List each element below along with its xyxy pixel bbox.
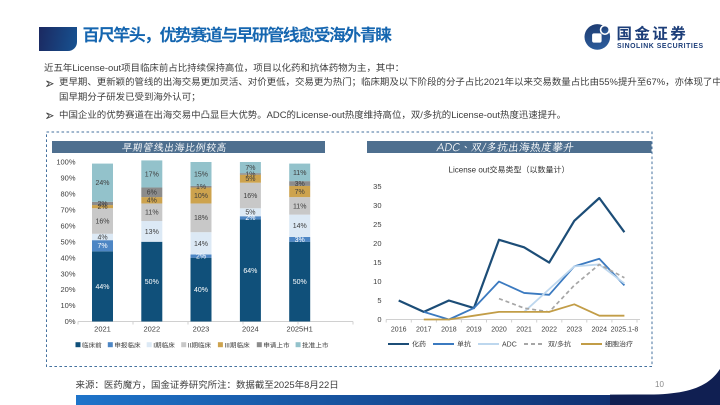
svg-text:5%: 5%	[245, 210, 255, 217]
svg-text:7%: 7%	[295, 189, 305, 196]
svg-text:30%: 30%	[60, 269, 75, 278]
svg-text:100%: 100%	[56, 158, 76, 167]
svg-text:1%: 1%	[245, 171, 255, 178]
svg-text:License out交易类型（以数量计）: License out交易类型（以数量计）	[449, 166, 570, 175]
svg-text:2022: 2022	[143, 325, 160, 334]
svg-text:2018: 2018	[441, 327, 457, 334]
svg-text:15%: 15%	[194, 171, 208, 178]
svg-text:5%: 5%	[245, 176, 255, 183]
svg-text:2017: 2017	[416, 327, 432, 334]
svg-text:临床前: 临床前	[82, 341, 102, 349]
svg-text:18%: 18%	[194, 215, 208, 222]
svg-text:50%: 50%	[145, 279, 159, 286]
svg-text:II期临床: II期临床	[188, 341, 212, 349]
svg-text:11%: 11%	[145, 210, 159, 217]
svg-text:3%: 3%	[295, 237, 305, 244]
svg-text:35: 35	[373, 182, 381, 191]
svg-text:2%: 2%	[97, 201, 107, 208]
svg-text:1%: 1%	[196, 184, 206, 191]
svg-text:13%: 13%	[145, 229, 159, 236]
svg-text:2019: 2019	[466, 327, 482, 334]
svg-text:2%: 2%	[97, 204, 107, 211]
svg-text:0: 0	[377, 315, 381, 324]
svg-text:早期管线出海比例较高: 早期管线出海比例较高	[121, 141, 228, 155]
svg-text:30: 30	[373, 201, 381, 210]
svg-text:10%: 10%	[194, 193, 208, 200]
svg-text:0%: 0%	[65, 317, 76, 326]
svg-text:2023: 2023	[567, 327, 583, 334]
svg-text:20%: 20%	[60, 285, 75, 294]
svg-text:化药: 化药	[412, 341, 426, 349]
svg-text:60%: 60%	[60, 221, 75, 230]
svg-text:16%: 16%	[95, 218, 109, 225]
svg-text:50%: 50%	[293, 279, 307, 286]
svg-text:70%: 70%	[60, 205, 75, 214]
svg-text:2022: 2022	[541, 327, 557, 334]
svg-text:3%: 3%	[295, 181, 305, 188]
svg-text:6%: 6%	[147, 190, 157, 197]
svg-text:80%: 80%	[60, 190, 75, 199]
svg-text:ADC: ADC	[502, 342, 517, 349]
svg-text:2021: 2021	[516, 327, 532, 334]
svg-text:10%: 10%	[60, 301, 75, 310]
svg-text:11%: 11%	[293, 170, 307, 177]
svg-text:40%: 40%	[60, 253, 75, 262]
svg-text:10: 10	[373, 277, 381, 286]
svg-text:50%: 50%	[60, 237, 75, 246]
svg-text:2%: 2%	[245, 215, 255, 222]
svg-text:11%: 11%	[293, 203, 307, 210]
svg-text:17%: 17%	[145, 171, 159, 178]
svg-text:5: 5	[377, 296, 381, 305]
svg-text:24%: 24%	[95, 180, 109, 187]
svg-text:4%: 4%	[147, 198, 157, 205]
svg-text:双/多抗: 双/多抗	[548, 341, 571, 349]
svg-text:14%: 14%	[194, 241, 208, 248]
svg-text:7%: 7%	[245, 165, 255, 172]
svg-text:2024: 2024	[592, 327, 608, 334]
svg-text:4%: 4%	[97, 234, 107, 241]
svg-text:细胞治疗: 细胞治疗	[605, 341, 633, 349]
svg-text:2024: 2024	[242, 325, 259, 334]
svg-text:2023: 2023	[193, 325, 210, 334]
svg-text:申请上市: 申请上市	[263, 341, 290, 349]
svg-text:7%: 7%	[97, 243, 107, 250]
svg-text:16%: 16%	[243, 193, 257, 200]
svg-text:ADC、双/多抗出海热度攀升: ADC、双/多抗出海热度攀升	[435, 141, 575, 155]
svg-text:单抗: 单抗	[457, 341, 471, 349]
svg-text:44%: 44%	[95, 284, 109, 291]
svg-text:批准上市: 批准上市	[302, 341, 329, 349]
svg-text:15: 15	[373, 258, 381, 267]
svg-text:2025.1-8: 2025.1-8	[611, 327, 639, 334]
svg-text:64%: 64%	[243, 268, 257, 275]
svg-text:申报临床: 申报临床	[114, 341, 141, 349]
svg-text:2%: 2%	[196, 254, 206, 261]
svg-text:III期临床: III期临床	[224, 341, 250, 349]
svg-text:I期临床: I期临床	[153, 341, 175, 349]
svg-text:40%: 40%	[194, 287, 208, 294]
svg-text:25: 25	[373, 220, 381, 229]
svg-text:2025H1: 2025H1	[287, 325, 313, 334]
svg-text:90%: 90%	[60, 174, 75, 183]
svg-text:2021: 2021	[94, 325, 111, 334]
svg-text:2020: 2020	[491, 327, 507, 334]
svg-text:20: 20	[373, 239, 381, 248]
svg-text:2016: 2016	[391, 327, 407, 334]
svg-text:14%: 14%	[293, 223, 307, 230]
